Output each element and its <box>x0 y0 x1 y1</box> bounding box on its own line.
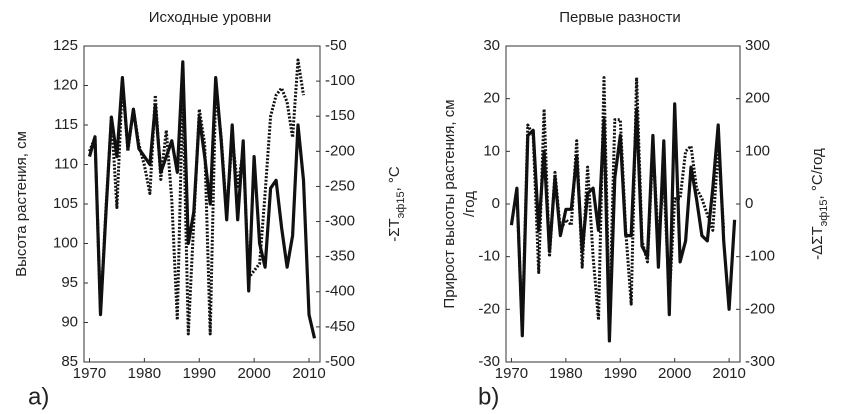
y2-tick-label: -200 <box>325 142 355 159</box>
panel-label: b) <box>478 383 499 410</box>
y2-axis-label-part: эф15 <box>395 191 407 218</box>
y-tick-label: 115 <box>54 116 78 133</box>
y2-tick-label: -150 <box>325 107 355 124</box>
y2-axis-label: -ΔΣTэф15, °C/год <box>809 148 830 260</box>
y2-axis-label-part: эф15 <box>818 199 830 226</box>
y2-tick-label: -100 <box>325 72 355 89</box>
y2-tick-label: -300 <box>325 213 355 230</box>
y2-axis-label-part: , °C/год <box>809 148 826 199</box>
y-tick-label: 10 <box>483 142 500 159</box>
y-tick-label: -30 <box>478 353 500 370</box>
y2-axis-label-part: -ΔΣT <box>809 226 826 259</box>
chart-title: Исходные уровни <box>149 9 272 26</box>
x-tick-label: 1990 <box>183 365 216 382</box>
y2-axis-label-part: -ΣT <box>386 218 403 241</box>
y2-tick-label: -450 <box>325 318 355 335</box>
x-tick-label: 2000 <box>237 365 270 382</box>
x-tick-label: 2010 <box>712 365 745 382</box>
y-tick-label: -10 <box>478 248 500 265</box>
x-tick-label: 1980 <box>549 365 582 382</box>
y2-tick-label: 300 <box>745 37 770 54</box>
y2-tick-label: -50 <box>325 37 347 54</box>
y-tick-label: 30 <box>483 37 500 54</box>
y-tick-label: 90 <box>61 313 78 330</box>
y-tick-label: 85 <box>61 353 78 370</box>
y2-axis-label: -ΣTэф15, °C <box>386 166 407 242</box>
y2-tick-label: -200 <box>745 300 775 317</box>
y-tick-label: 0 <box>492 195 500 212</box>
y-tick-label: 20 <box>483 90 500 107</box>
y-tick-label: 95 <box>61 274 78 291</box>
x-tick-label: 1990 <box>604 365 637 382</box>
chart-title: Первые разности <box>559 9 681 26</box>
y-axis-label: Высота растения, см <box>13 131 30 277</box>
x-tick-label: 2000 <box>658 365 691 382</box>
y2-tick-label: -350 <box>325 248 355 265</box>
y2-tick-label: -300 <box>745 353 775 370</box>
y2-tick-label: 0 <box>745 195 753 212</box>
y2-tick-label: -400 <box>325 283 355 300</box>
y-tick-label: -20 <box>478 300 500 317</box>
y2-tick-label: 200 <box>745 90 770 107</box>
y-tick-label: 110 <box>54 155 78 172</box>
x-tick-label: 2010 <box>292 365 325 382</box>
y-tick-label: 120 <box>53 76 78 93</box>
y-tick-label: 100 <box>53 234 78 251</box>
data-line <box>88 58 305 336</box>
y2-tick-label: 100 <box>745 142 770 159</box>
y-tick-label: 125 <box>53 37 78 54</box>
x-tick-label: 1970 <box>495 365 528 382</box>
y2-tick-label: -100 <box>745 248 775 265</box>
data-line <box>515 76 726 332</box>
x-tick-label: 1970 <box>73 365 106 382</box>
y2-tick-label: -500 <box>325 353 355 370</box>
y2-tick-label: -250 <box>325 177 355 194</box>
y2-axis-label-part: , °C <box>386 166 403 191</box>
panel-label: a) <box>28 383 49 410</box>
x-tick-label: 1980 <box>128 365 161 382</box>
data-line <box>87 60 317 339</box>
y-axis-label: Прирост высоты растения, см <box>441 99 458 308</box>
y-tick-label: 105 <box>53 195 78 212</box>
y-axis-label: /год <box>461 191 478 217</box>
